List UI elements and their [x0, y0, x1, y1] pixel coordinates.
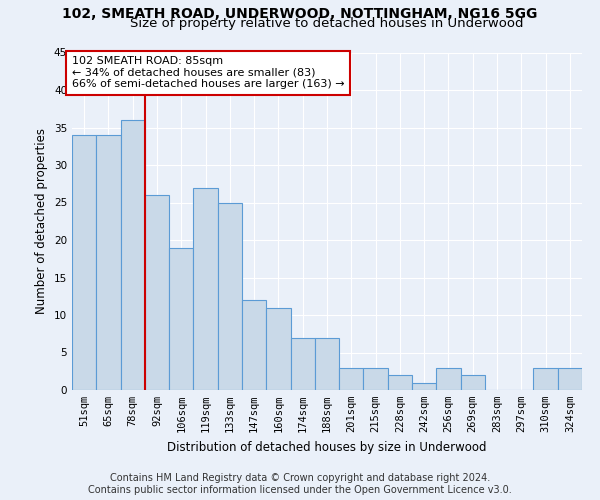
Bar: [388, 375, 412, 390]
Bar: [169, 248, 193, 390]
Bar: [218, 202, 242, 390]
Bar: [145, 195, 169, 390]
Bar: [193, 188, 218, 390]
Bar: [72, 135, 96, 390]
Text: Contains HM Land Registry data © Crown copyright and database right 2024.
Contai: Contains HM Land Registry data © Crown c…: [88, 474, 512, 495]
Y-axis label: Number of detached properties: Number of detached properties: [35, 128, 49, 314]
Bar: [533, 368, 558, 390]
Bar: [436, 368, 461, 390]
Bar: [242, 300, 266, 390]
Bar: [96, 135, 121, 390]
Title: Size of property relative to detached houses in Underwood: Size of property relative to detached ho…: [130, 18, 524, 30]
Bar: [290, 338, 315, 390]
Bar: [412, 382, 436, 390]
Bar: [461, 375, 485, 390]
Text: 102 SMEATH ROAD: 85sqm
← 34% of detached houses are smaller (83)
66% of semi-det: 102 SMEATH ROAD: 85sqm ← 34% of detached…: [72, 56, 344, 90]
Text: 102, SMEATH ROAD, UNDERWOOD, NOTTINGHAM, NG16 5GG: 102, SMEATH ROAD, UNDERWOOD, NOTTINGHAM,…: [62, 8, 538, 22]
Bar: [266, 308, 290, 390]
Bar: [315, 338, 339, 390]
Bar: [121, 120, 145, 390]
Bar: [339, 368, 364, 390]
Bar: [364, 368, 388, 390]
Bar: [558, 368, 582, 390]
X-axis label: Distribution of detached houses by size in Underwood: Distribution of detached houses by size …: [167, 440, 487, 454]
